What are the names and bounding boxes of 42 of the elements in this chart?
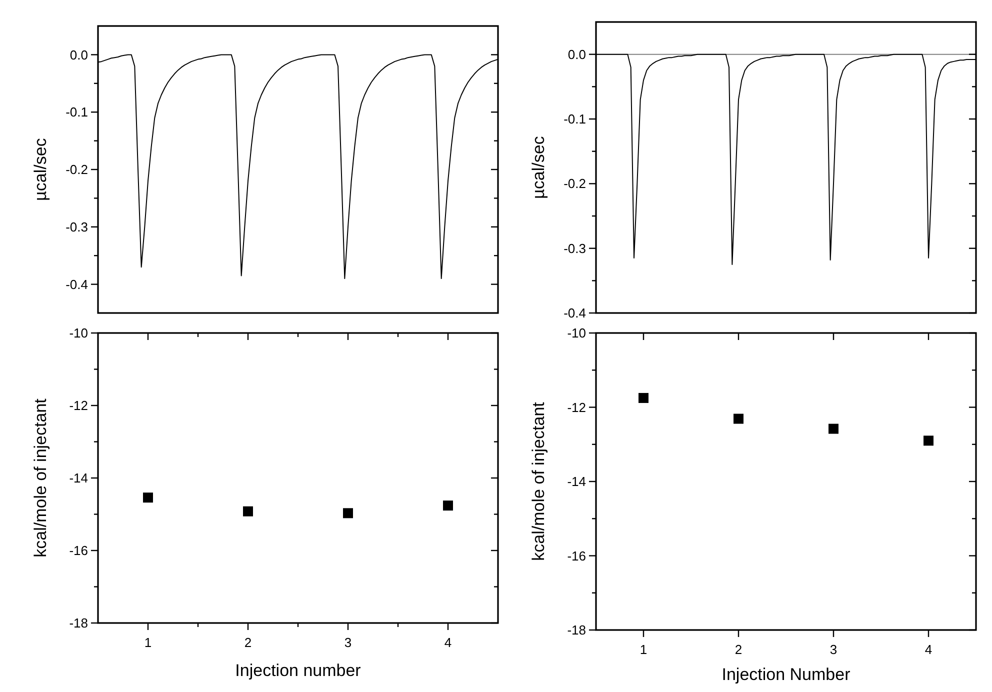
y-axis-title: kcal/mole of injectant — [529, 402, 548, 561]
y-tick-label: -0.4 — [564, 306, 586, 321]
x-tick-label: 4 — [924, 642, 932, 657]
y-tick-label: -16 — [69, 543, 88, 558]
x-tick-label: 2 — [244, 635, 252, 650]
x-tick-label: 2 — [734, 642, 742, 657]
point — [243, 506, 253, 516]
y-tick-label: -14 — [567, 474, 586, 490]
y-tick-label: -0.1 — [564, 112, 586, 127]
x-tick-label: 1 — [144, 635, 152, 650]
y-tick-label: -0.4 — [66, 276, 88, 292]
y-tick-label: -18 — [69, 616, 88, 631]
y-axis-title: µcal/sec — [529, 136, 548, 199]
x-axis-title: Injection Number — [722, 665, 851, 684]
y-tick-label: -0.2 — [66, 162, 88, 178]
y-axis-title: µcal/sec — [31, 138, 50, 201]
point — [924, 436, 934, 446]
y-tick-label: -18 — [567, 622, 586, 638]
y-axis-title: kcal/mole of injectant — [31, 398, 50, 558]
point — [343, 508, 353, 518]
y-tick-label: -14 — [69, 470, 88, 486]
y-tick-label: -0.3 — [66, 219, 88, 234]
y-tick-label: -10 — [69, 326, 88, 341]
x-tick-label: 3 — [830, 642, 838, 657]
y-tick-label: -0.2 — [564, 176, 586, 192]
point — [443, 500, 453, 511]
y-tick-label: -10 — [567, 326, 586, 341]
y-tick-label: 0.0 — [70, 47, 88, 62]
x-axis-title: Injection number — [235, 661, 362, 680]
point — [734, 414, 744, 424]
y-tick-label: -16 — [567, 548, 586, 564]
y-tick-label: 0.0 — [568, 46, 586, 62]
y-tick-label: -0.3 — [564, 240, 586, 256]
point — [143, 492, 153, 503]
x-tick-label: 3 — [344, 635, 352, 650]
x-tick-label: 1 — [640, 642, 648, 657]
y-tick-label: -12 — [567, 400, 586, 415]
x-tick-label: 4 — [444, 635, 452, 650]
y-tick-label: -0.1 — [66, 104, 88, 120]
point — [638, 392, 648, 403]
point — [828, 424, 838, 434]
y-tick-label: -12 — [69, 398, 88, 414]
